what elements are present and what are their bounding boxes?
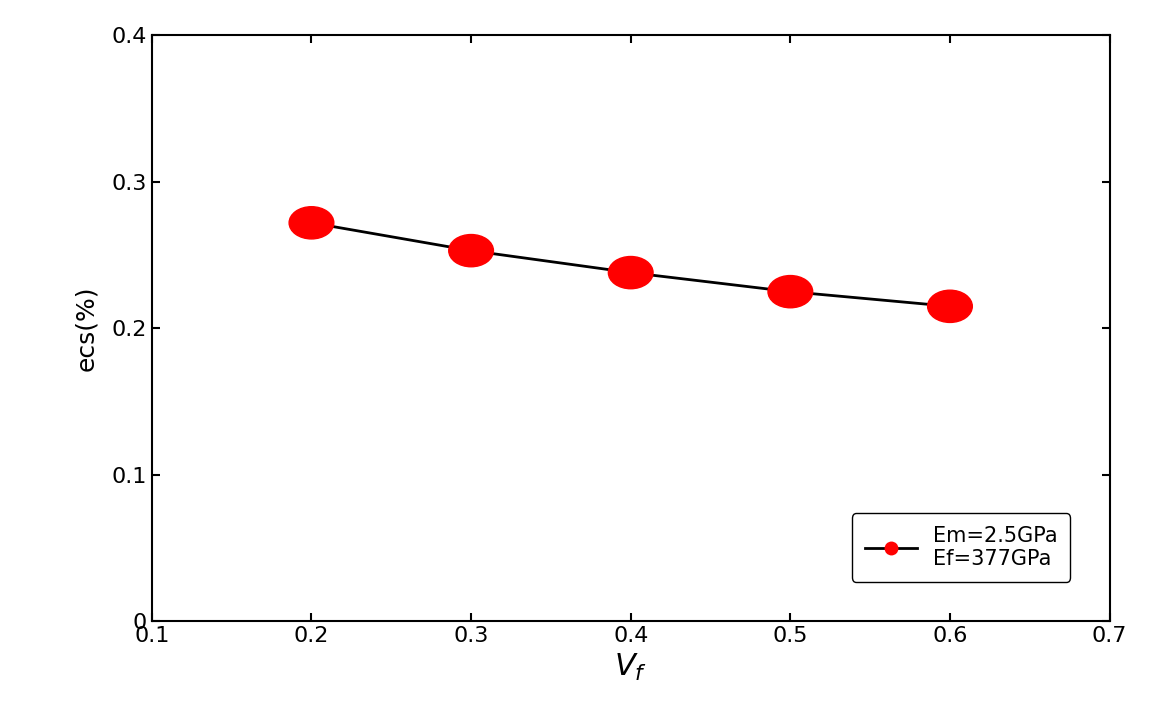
Ellipse shape: [290, 207, 334, 239]
Ellipse shape: [769, 275, 813, 308]
Ellipse shape: [609, 256, 653, 289]
Ellipse shape: [449, 234, 493, 267]
Y-axis label: ecs(%): ecs(%): [74, 285, 98, 371]
Legend: Em=2.5GPa
Ef=377GPa: Em=2.5GPa Ef=377GPa: [853, 513, 1070, 582]
X-axis label: $\mathit{V}_f$: $\mathit{V}_f$: [614, 652, 647, 683]
Ellipse shape: [927, 290, 972, 323]
